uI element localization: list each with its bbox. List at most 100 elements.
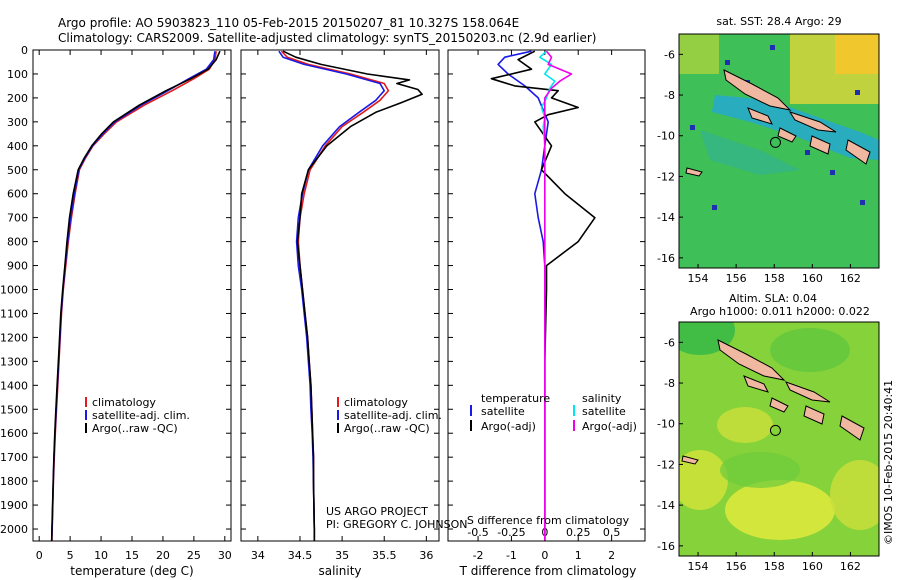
- top-tick-label: 0.25: [566, 526, 591, 539]
- temperature-legend: climatology satellite-adj. clim. Argo(..…: [85, 396, 190, 435]
- lon-tick-label: 158: [764, 560, 785, 573]
- x-tick-label: 20: [156, 549, 170, 562]
- x-tick-label: 10: [94, 549, 108, 562]
- sla-high-patch: [679, 450, 728, 510]
- lat-tick-label: -16: [657, 252, 675, 265]
- difference-top-xlabel: S difference from climatology: [467, 514, 630, 527]
- sla-map-title-2: Argo h1000: 0.011 h2000: 0.022: [690, 305, 870, 318]
- salinity-xlabel: salinity: [318, 564, 361, 578]
- series-line: [282, 50, 423, 541]
- x-tick-label: 25: [187, 549, 201, 562]
- x-tick-label: 5: [67, 549, 74, 562]
- header-line-1: Argo profile: AO 5903823_110 05-Feb-2015…: [58, 16, 520, 30]
- sla-high-patch: [725, 480, 835, 540]
- footer-stamp: ©IMOS 10-Feb-2015 20:40:41: [882, 380, 895, 545]
- sla-high-patch: [830, 460, 879, 530]
- x-tick-label: 35: [335, 549, 349, 562]
- depth-tick-label: 800: [7, 236, 28, 249]
- island-guadalcanal: [839, 415, 865, 441]
- x-tick-label: 36: [419, 549, 433, 562]
- argo-location-marker-sla: [769, 424, 781, 436]
- depth-tick-label: 600: [7, 188, 28, 201]
- depth-tick-label: 1900: [0, 499, 28, 512]
- depth-tick-label: 900: [7, 260, 28, 273]
- temperature-series: [50, 50, 221, 541]
- lat-tick-label: -14: [657, 211, 675, 224]
- header-line-2: Climatology: CARS2009. Satellite-adjuste…: [58, 31, 597, 45]
- legend-label-argo: Argo(..raw -QC): [344, 422, 430, 435]
- argo-location-marker-sst: [769, 136, 781, 148]
- lon-tick-label: 160: [802, 560, 823, 573]
- depth-tick-label: 1800: [0, 475, 28, 488]
- sst-map: sat. SST: 28.4 Argo: 29: [657, 15, 880, 285]
- top-tick-label: -0.25: [497, 526, 525, 539]
- series-line: [50, 51, 216, 541]
- lon-tick-label: 160: [802, 272, 823, 285]
- x-tick-label: -1: [506, 549, 517, 562]
- depth-tick-label: 400: [7, 140, 28, 153]
- series-line: [280, 50, 390, 541]
- series-line: [51, 51, 217, 541]
- difference-series: [490, 50, 596, 541]
- lon-tick-label: 162: [840, 272, 861, 285]
- island-santa-isabel: [784, 381, 831, 403]
- legend-label-satellite: satellite-adj. clim.: [92, 409, 190, 422]
- depth-tick-label: 2000: [0, 523, 28, 536]
- island-santa-isabel: [788, 111, 837, 133]
- island-bougainville: [723, 69, 792, 111]
- lat-tick-label: -12: [657, 170, 675, 183]
- lat-tick-label: -8: [664, 377, 675, 390]
- legend-title-salinity: salinity: [582, 392, 622, 405]
- lat-tick-label: -12: [657, 458, 675, 471]
- lat-tick-label: -10: [657, 130, 675, 143]
- sst-hot-region: [835, 34, 879, 74]
- legend-title-temperature: temperature: [481, 392, 550, 405]
- legend-label-t-argo: Argo(-adj): [481, 420, 536, 433]
- depth-tick-label: 1100: [0, 307, 28, 320]
- depth-tick-label: 100: [7, 68, 28, 81]
- depth-tick-label: 1200: [0, 331, 28, 344]
- island-guadalcanal: [845, 139, 871, 165]
- x-tick-label: 0: [36, 549, 43, 562]
- salinity-series: [278, 50, 423, 541]
- x-tick-label: -2: [473, 549, 484, 562]
- x-tick-label: 35.5: [372, 549, 397, 562]
- lon-tick-label: 154: [688, 560, 709, 573]
- salinity-frame: [240, 49, 440, 542]
- island-rennell: [685, 167, 703, 177]
- legend-label-satellite: satellite-adj. clim.: [344, 409, 442, 422]
- sla-map-axes: 154 156 158 160 162 -6 -8 -10 -12 -14 -16: [657, 336, 861, 573]
- legend-label-climatology: climatology: [92, 396, 156, 409]
- depth-tick-label: 300: [7, 116, 28, 129]
- islands-sst: [685, 69, 871, 177]
- top-tick-label: 0.5: [603, 526, 621, 539]
- sla-high-patch: [717, 407, 773, 443]
- lat-tick-label: -6: [664, 48, 675, 61]
- project-note-line-1: US ARGO PROJECT: [326, 505, 428, 518]
- island-choiseul: [747, 107, 773, 125]
- difference-xlabel: T difference from climatology: [459, 564, 637, 578]
- temperature-x-axis: 0 5 10 15 20 25 30: [33, 49, 232, 562]
- top-tick-label: -0.5: [467, 526, 488, 539]
- island-malaita: [803, 405, 825, 425]
- sla-mid-patch: [720, 452, 800, 488]
- lat-tick-label: -8: [664, 89, 675, 102]
- lon-tick-label: 158: [764, 272, 785, 285]
- depth-tick-label: 200: [7, 92, 28, 105]
- depth-tick-label: 1600: [0, 427, 28, 440]
- x-tick-label: 34: [251, 549, 265, 562]
- lat-tick-label: -16: [657, 540, 675, 553]
- x-tick-label: 34.5: [288, 549, 313, 562]
- x-tick-label: 15: [125, 549, 139, 562]
- x-tick-label: 2: [608, 549, 615, 562]
- lon-tick-label: 154: [688, 272, 709, 285]
- x-tick-label: 30: [218, 549, 232, 562]
- sst-map-frame: [678, 33, 880, 269]
- sst-warm-corner: [679, 34, 719, 74]
- lat-tick-label: -6: [664, 336, 675, 349]
- project-note-line-2: PI: GREGORY C. JOHNSON: [326, 518, 467, 531]
- island-choiseul: [743, 375, 769, 393]
- island-malaita: [809, 135, 831, 155]
- lon-tick-label: 156: [726, 272, 747, 285]
- islands-sla: [681, 339, 865, 465]
